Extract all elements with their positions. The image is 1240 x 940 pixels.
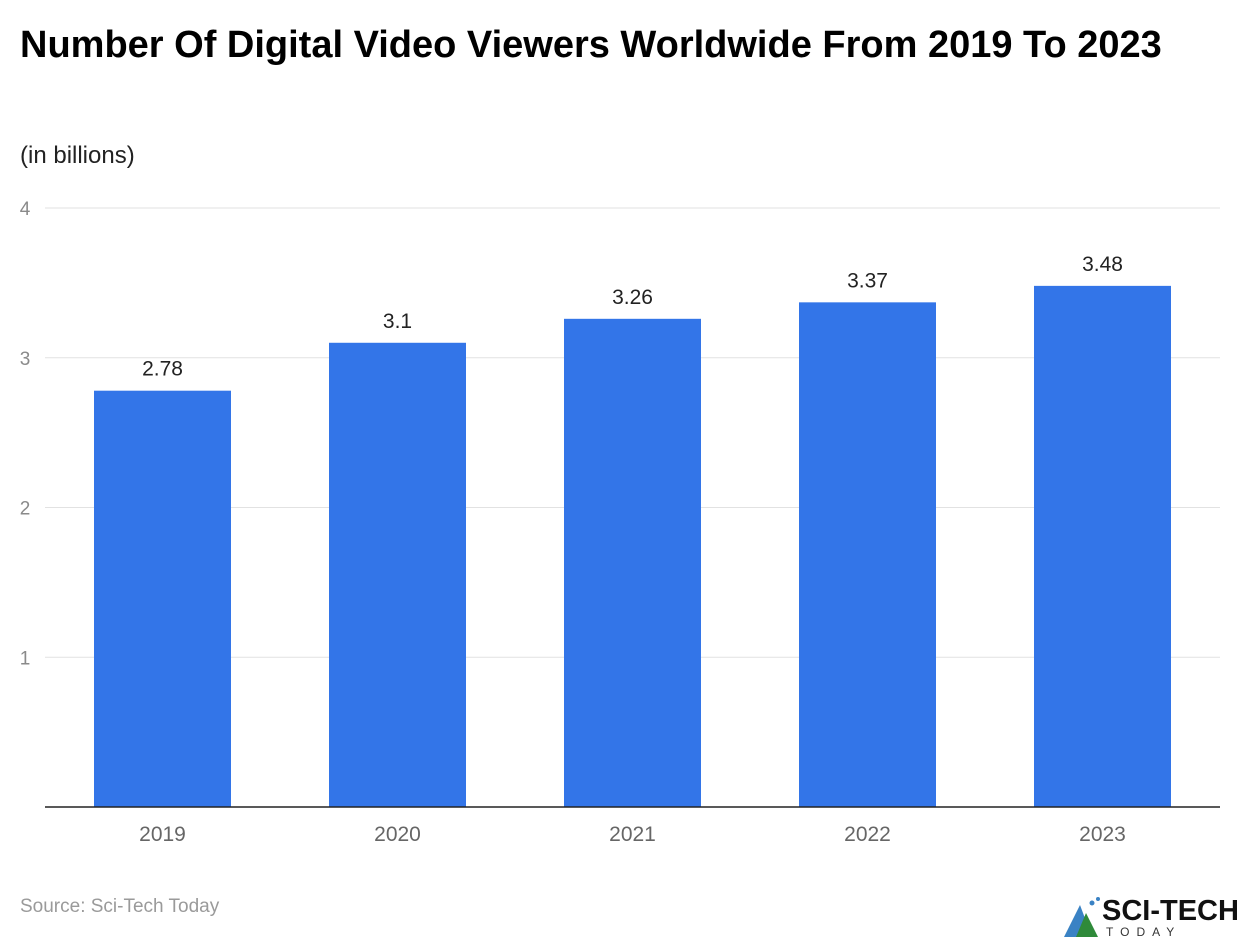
logo-mark-icon [1064,897,1100,937]
bar-2021 [564,318,701,807]
x-tick-label: 2020 [374,823,421,846]
data-label: 3.48 [1082,253,1123,276]
y-tick-label: 4 [20,199,31,220]
logo-tagline: TODAY [1106,925,1182,939]
data-label: 2.78 [142,358,183,381]
y-tick-label: 1 [20,648,31,669]
x-tick-label: 2021 [609,823,656,846]
sci-tech-logo: SCI-TECH TODAY [1062,895,1240,940]
logo-name: SCI-TECH [1102,895,1239,927]
chart-title: Number Of Digital Video Viewers Worldwid… [20,24,1162,66]
x-tick-label: 2022 [844,823,891,846]
bar-chart: 1 2 3 4 2.78 2019 3.1 2020 3.26 2021 3.37 2022 3.48 2… [20,199,1220,846]
bar-2023 [1034,285,1171,807]
x-tick-label: 2019 [139,823,186,846]
bar-2019 [94,390,231,807]
x-tick-label: 2023 [1079,823,1126,846]
y-tick-label: 2 [20,499,31,520]
chart-subtitle: (in billions) [20,142,135,169]
source-note: Source: Sci-Tech Today [20,896,220,917]
bar-2022 [799,302,936,807]
y-tick-label: 3 [20,349,31,370]
data-label: 3.26 [612,286,653,309]
bar-2020 [329,342,466,807]
data-label: 3.37 [847,269,888,292]
data-label: 3.1 [383,310,412,333]
